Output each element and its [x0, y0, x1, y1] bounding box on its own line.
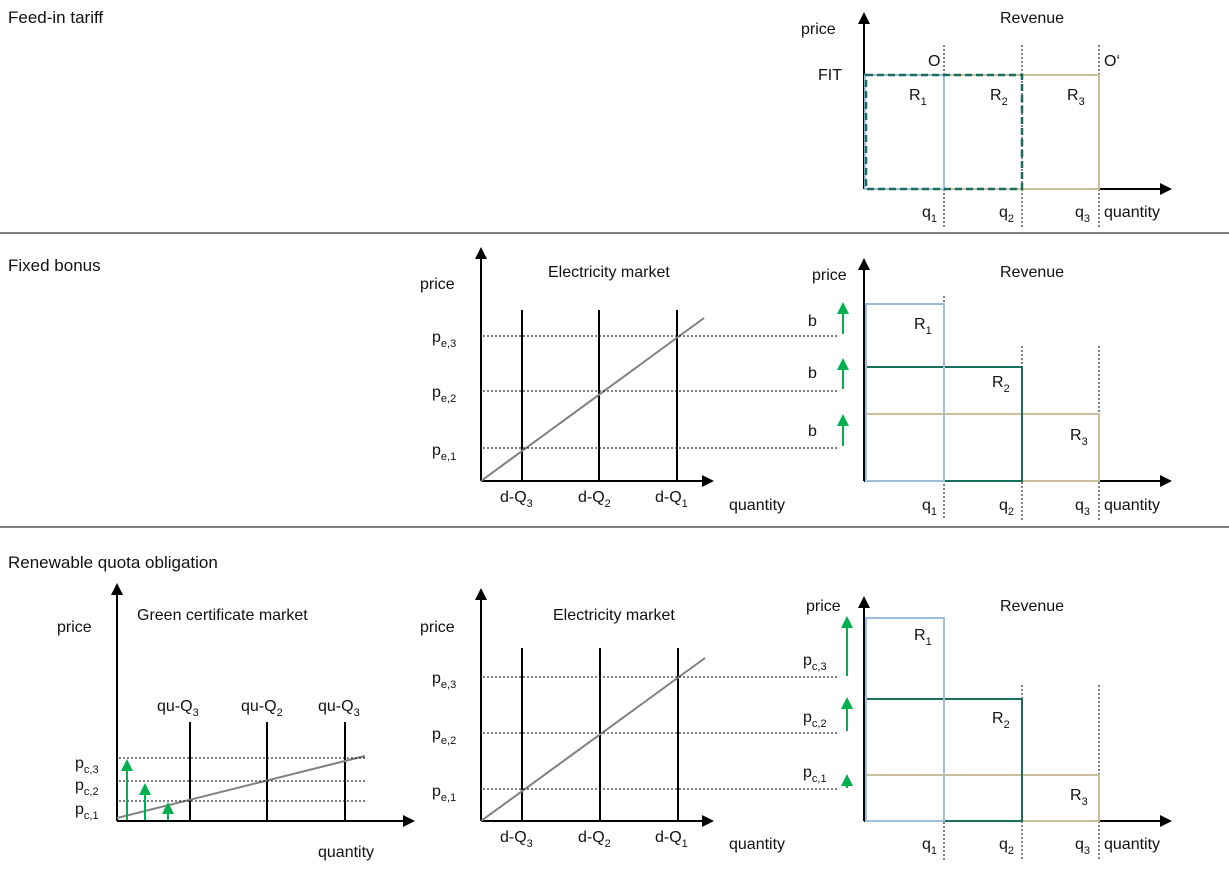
q1-label: q1 [922, 836, 937, 857]
r3-label: R3 [1070, 787, 1088, 808]
x-axis-label: quantity [1104, 497, 1160, 514]
revenue-box-r1 [864, 74, 945, 190]
pe2-label: pe,2 [432, 384, 456, 405]
pe3-label: pe,3 [432, 670, 456, 691]
section-title-renewable-quota: Renewable quota obligation [8, 553, 218, 572]
revenue-box-r3 [864, 74, 1100, 190]
chart-title: Electricity market [553, 607, 675, 624]
bonus-label-2: b [808, 365, 817, 382]
dq2-label: d-Q2 [578, 489, 611, 510]
pc3-label: pc,3 [75, 755, 99, 776]
pc1-label: pc,1 [803, 764, 827, 785]
quota-revenue-chart: price Revenue R1 R2 R3 pc,3 pc,2 pc,1 q1… [803, 596, 1172, 860]
fit-label: FIT [818, 67, 842, 84]
r3-label: R3 [1067, 87, 1085, 108]
dq1-label: d-Q1 [655, 489, 688, 510]
revenue-box-r3 [865, 413, 1100, 482]
x-axis-label: quantity [729, 836, 785, 853]
chart-title: Electricity market [548, 264, 670, 281]
r1-label: R1 [914, 627, 932, 648]
pc3-label: pc,3 [803, 652, 827, 673]
section-title-fixed-bonus: Fixed bonus [8, 256, 101, 275]
pe1-label: pe,1 [432, 442, 456, 463]
r3-label: R3 [1070, 427, 1088, 448]
demand-curve [480, 317, 705, 482]
revenue-box-r2 [864, 73, 1024, 191]
y-axis-label: price [420, 619, 455, 636]
r2-label: R2 [992, 374, 1010, 395]
dq2-label: d-Q2 [578, 829, 611, 850]
r2-label: R2 [990, 87, 1008, 108]
pe2-label: pe,2 [432, 726, 456, 747]
r2-label: R2 [992, 710, 1010, 731]
q2-label: q2 [999, 204, 1014, 225]
q3-label: q3 [1075, 204, 1090, 225]
chart-title: Revenue [1000, 598, 1064, 615]
fit-revenue-chart: price Revenue FIT O O‘ R1 R2 R3 q1 q2 q3… [801, 10, 1172, 228]
pc2-label: pc,2 [75, 777, 99, 798]
q2-label: q2 [999, 497, 1014, 518]
chart-title: Green certificate market [137, 607, 308, 624]
y-axis-label: price [806, 598, 841, 615]
y-axis-label: price [57, 619, 92, 636]
label-o-prime: O‘ [1104, 53, 1120, 70]
q1-label: q1 [922, 204, 937, 225]
bonus-label-3: b [808, 423, 817, 440]
revenue-box-r1 [865, 303, 945, 482]
pc2-label: pc,2 [803, 709, 827, 730]
bonus-label-1: b [808, 313, 817, 330]
y-axis-label: price [812, 267, 847, 284]
y-axis-label: price [801, 21, 836, 38]
q3-label: q3 [1075, 497, 1090, 518]
x-axis-label: quantity [1104, 204, 1160, 221]
chart-title: Revenue [1000, 10, 1064, 27]
pe3-label: pe,3 [432, 329, 456, 350]
qu-q3b-label: qu-Q3 [318, 698, 360, 719]
revenue-box-r1 [865, 617, 945, 822]
quota-electricity-market-chart: price Electricity market pe,3 pe,2 pe,1 … [420, 588, 838, 853]
label-o: O [928, 53, 940, 70]
pe1-label: pe,1 [432, 783, 456, 804]
y-axis-label: price [420, 276, 455, 293]
bonus-electricity-market-chart: price Electricity market pe,3 pe,2 pe,1 … [420, 247, 838, 514]
qu-q3-label: qu-Q3 [157, 698, 199, 719]
section-title-feed-in-tariff: Feed-in tariff [8, 8, 103, 27]
quota-certificate-market-chart: price Green certificate market pc,3 pc,2… [57, 583, 415, 861]
dq1-label: d-Q1 [655, 829, 688, 850]
dq3-label: d-Q3 [500, 829, 533, 850]
demand-curve [480, 657, 706, 822]
dq3-label: d-Q3 [500, 489, 533, 510]
revenue-box-r3 [865, 774, 1100, 822]
r1-label: R1 [909, 87, 927, 108]
qu-q2-label: qu-Q2 [241, 698, 283, 719]
chart-title: Revenue [1000, 264, 1064, 281]
demand-curve [116, 755, 366, 819]
bonus-revenue-chart: price Revenue R1 R2 R3 b b b q1 q2 q3 qu… [808, 258, 1172, 520]
x-axis-label: quantity [729, 497, 785, 514]
q3-label: q3 [1075, 836, 1090, 857]
x-axis-label: quantity [1104, 836, 1160, 853]
q2-label: q2 [999, 836, 1014, 857]
x-axis-label: quantity [318, 844, 374, 861]
q1-label: q1 [922, 497, 937, 518]
pc1-label: pc,1 [75, 801, 99, 822]
r1-label: R1 [914, 316, 932, 337]
